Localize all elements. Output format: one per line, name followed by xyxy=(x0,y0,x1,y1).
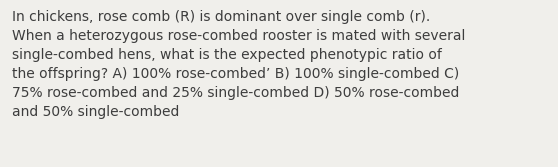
Text: In chickens, rose comb (R) is dominant over single comb (r).
When a heterozygous: In chickens, rose comb (R) is dominant o… xyxy=(12,10,465,119)
